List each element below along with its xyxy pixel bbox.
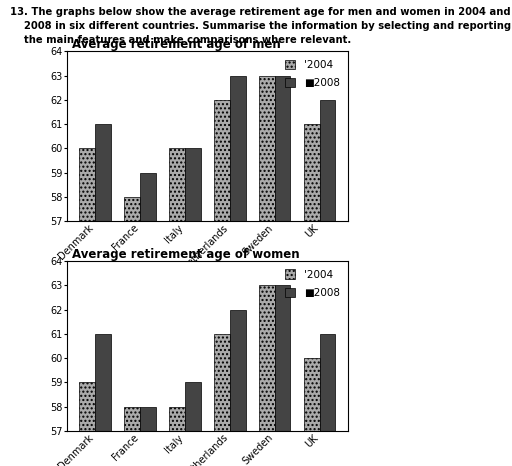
Legend: '2004, ■2008: '2004, ■2008: [282, 266, 343, 301]
Text: 2008 in six different countries. Summarise the information by selecting and repo: 2008 in six different countries. Summari…: [10, 21, 511, 31]
Legend: '2004, ■2008: '2004, ■2008: [282, 56, 343, 91]
Text: Average retirement age of men: Average retirement age of men: [72, 38, 281, 51]
Bar: [79, 383, 95, 466]
Bar: [140, 407, 156, 466]
Bar: [95, 334, 111, 466]
Bar: [169, 149, 185, 466]
Bar: [304, 358, 319, 466]
Bar: [95, 124, 111, 466]
Text: 13. The graphs below show the average retirement age for men and women in 2004 a: 13. The graphs below show the average re…: [10, 7, 511, 17]
Bar: [124, 407, 140, 466]
Bar: [259, 75, 275, 466]
Bar: [185, 149, 201, 466]
Bar: [140, 173, 156, 466]
Bar: [169, 407, 185, 466]
Bar: [319, 100, 335, 466]
Bar: [79, 149, 95, 466]
Bar: [259, 285, 275, 466]
Text: the main features and make comparisons where relevant.: the main features and make comparisons w…: [10, 35, 352, 45]
Bar: [230, 309, 246, 466]
Bar: [185, 383, 201, 466]
Bar: [124, 197, 140, 466]
Bar: [319, 334, 335, 466]
Bar: [214, 100, 230, 466]
Bar: [275, 285, 290, 466]
Bar: [275, 75, 290, 466]
Bar: [304, 124, 319, 466]
Text: Average retirement age of women: Average retirement age of women: [72, 248, 300, 261]
Bar: [214, 334, 230, 466]
Bar: [230, 75, 246, 466]
